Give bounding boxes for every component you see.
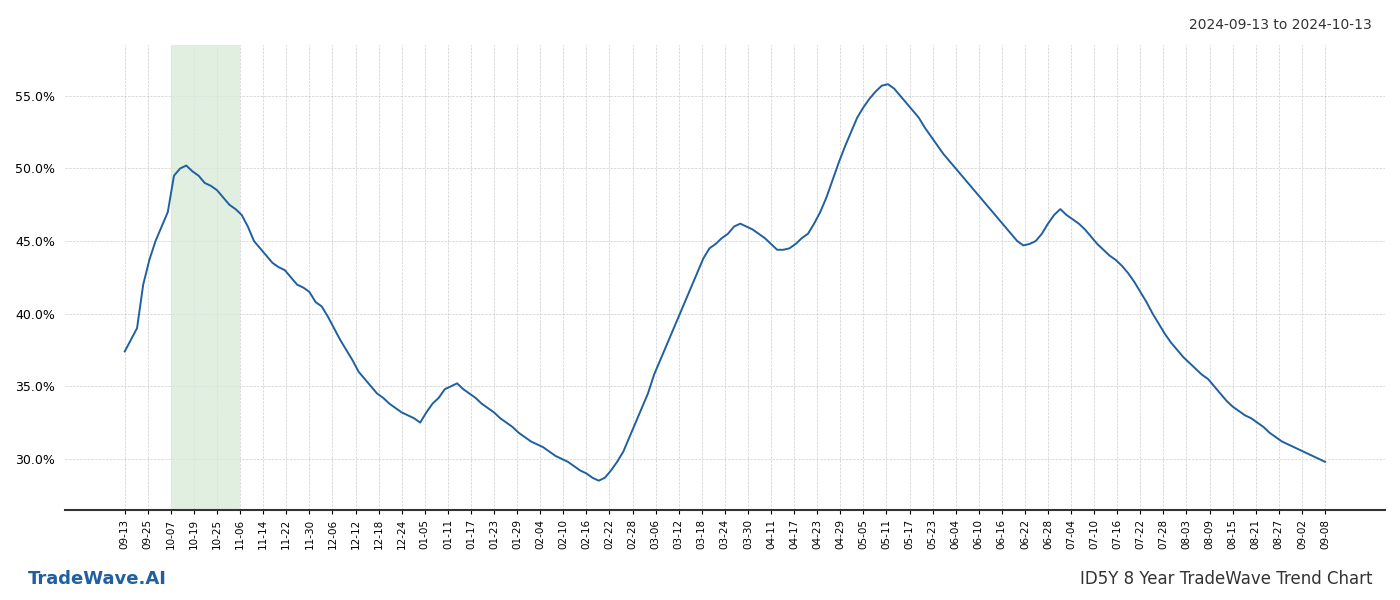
Text: ID5Y 8 Year TradeWave Trend Chart: ID5Y 8 Year TradeWave Trend Chart xyxy=(1079,570,1372,588)
Bar xyxy=(171,45,241,510)
Text: TradeWave.AI: TradeWave.AI xyxy=(28,570,167,588)
Text: 2024-09-13 to 2024-10-13: 2024-09-13 to 2024-10-13 xyxy=(1189,18,1372,32)
